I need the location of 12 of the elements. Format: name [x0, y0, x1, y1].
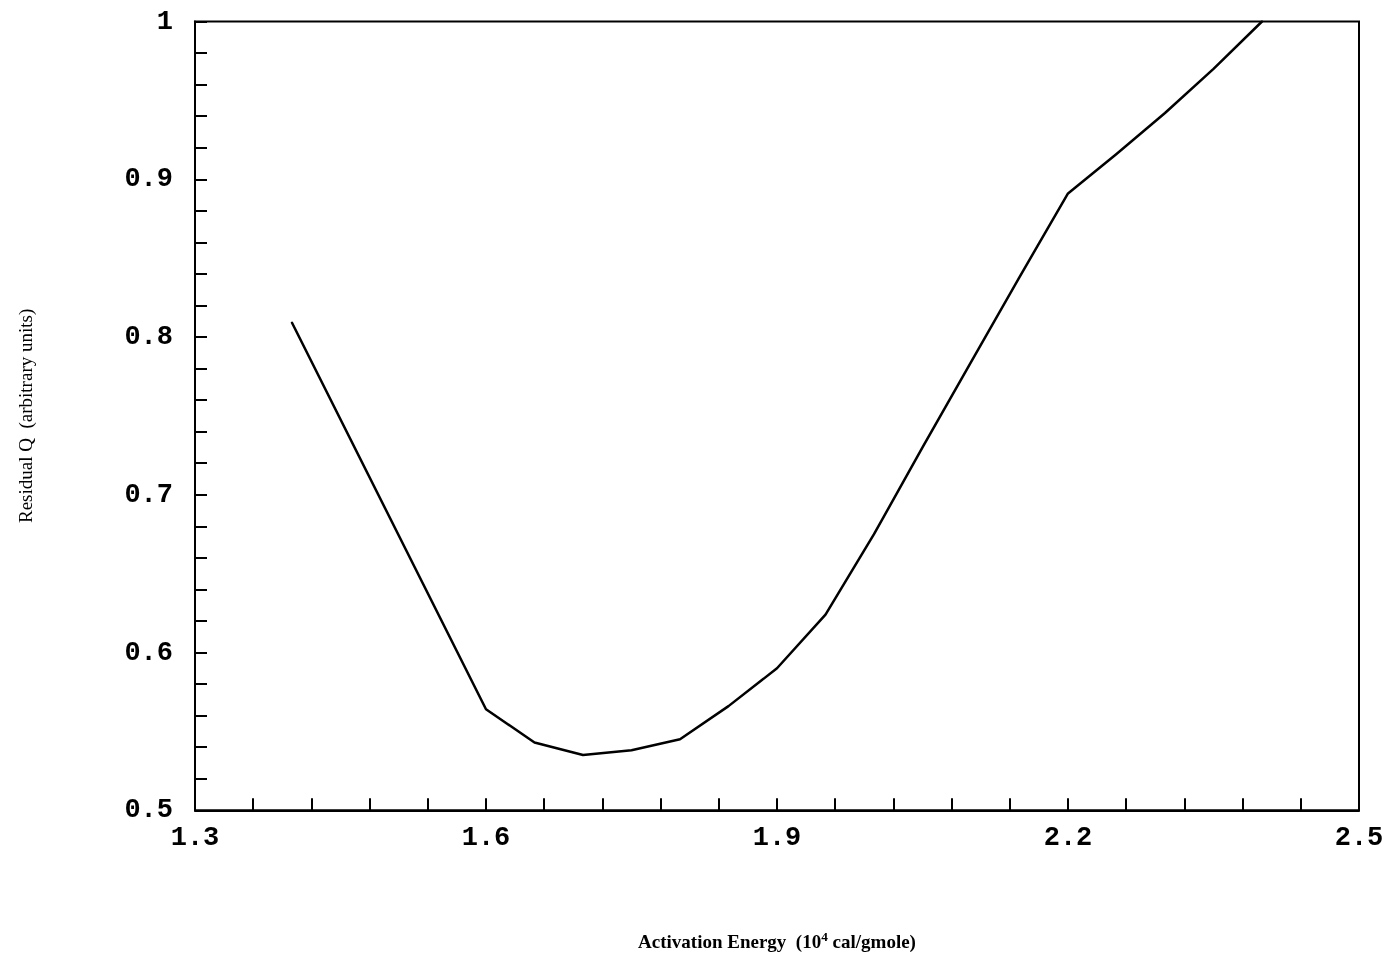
x-tick-label: 2.5	[1334, 822, 1384, 853]
y-tick-label: 0.9	[124, 164, 173, 195]
y-axis-title: Residual Q (arbitrary units)	[15, 308, 37, 523]
x-tick-label: 1.3	[170, 822, 220, 853]
x-tick-label: 1.6	[461, 822, 511, 853]
x-tick-label: 2.2	[1043, 822, 1093, 853]
y-tick-label: 0.7	[124, 479, 173, 510]
x-tick-label: 1.9	[752, 822, 802, 853]
y-tick-label: 1	[156, 6, 173, 37]
y-tick-label: 0.8	[124, 322, 173, 352]
y-tick-label: 0.5	[124, 795, 173, 826]
y-tick-label: 0.6	[124, 637, 173, 668]
